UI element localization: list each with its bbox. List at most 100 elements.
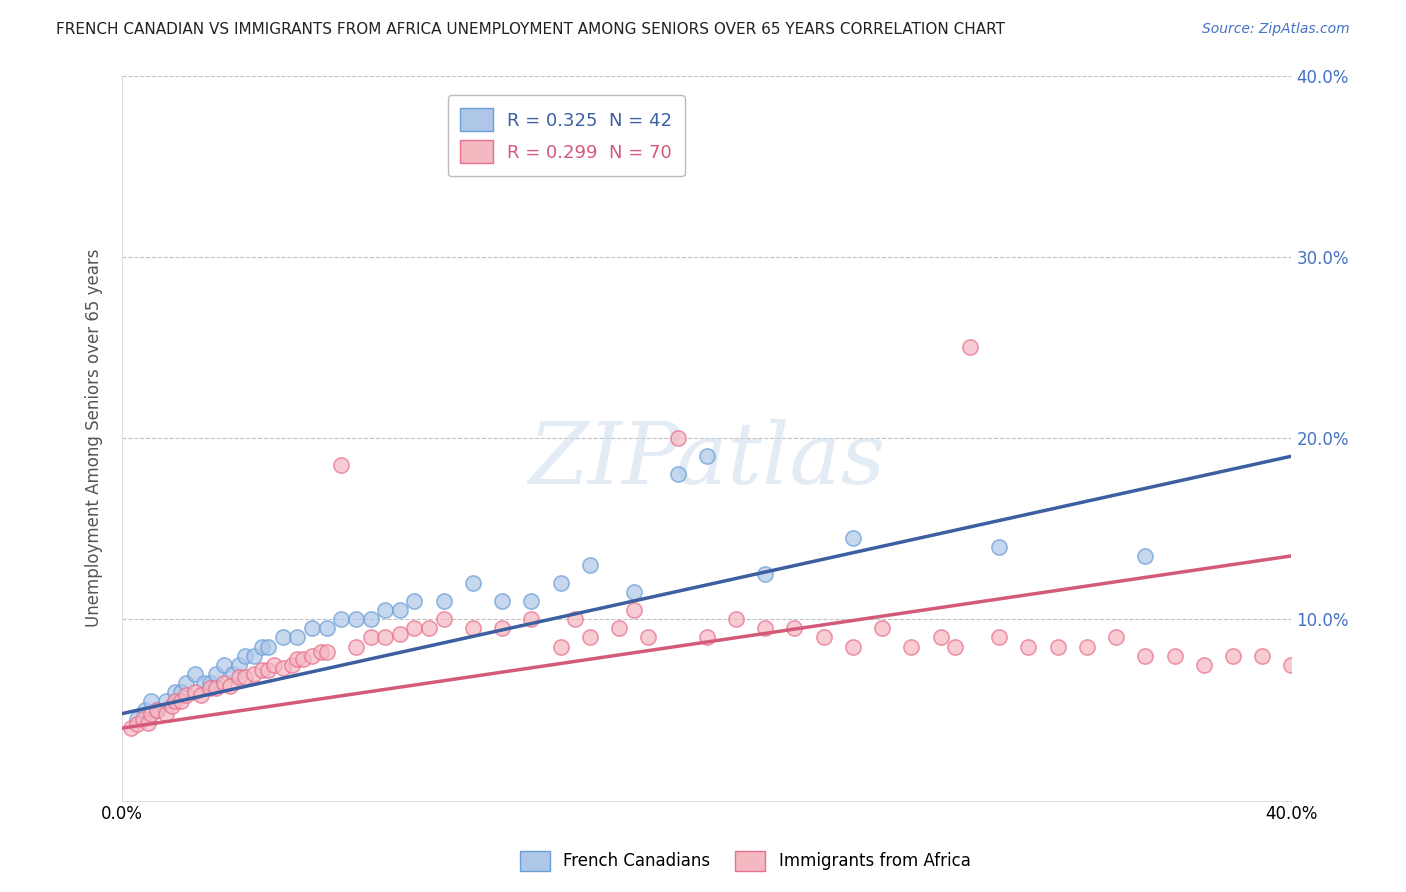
Point bbox=[754, 567, 776, 582]
Point bbox=[1251, 648, 1274, 663]
Point bbox=[374, 603, 396, 617]
Point bbox=[252, 640, 274, 654]
Point bbox=[287, 652, 309, 666]
Point bbox=[198, 681, 221, 696]
Point bbox=[271, 631, 294, 645]
Point bbox=[388, 603, 411, 617]
Point bbox=[228, 670, 250, 684]
Point bbox=[163, 685, 186, 699]
Y-axis label: Unemployment Among Seniors over 65 years: Unemployment Among Seniors over 65 years bbox=[86, 249, 103, 627]
Point bbox=[870, 621, 893, 635]
Point bbox=[404, 594, 426, 608]
Point bbox=[696, 449, 718, 463]
Point bbox=[301, 621, 323, 635]
Point bbox=[578, 631, 600, 645]
Point bbox=[418, 621, 440, 635]
Point bbox=[330, 458, 353, 473]
Point bbox=[1105, 631, 1128, 645]
Point bbox=[309, 645, 332, 659]
Point bbox=[637, 631, 659, 645]
Point bbox=[146, 703, 169, 717]
Point bbox=[360, 631, 382, 645]
Point bbox=[959, 340, 981, 354]
Point bbox=[520, 594, 543, 608]
Point bbox=[169, 685, 191, 699]
Point bbox=[988, 540, 1011, 554]
Point bbox=[433, 594, 456, 608]
Point bbox=[461, 621, 484, 635]
Point bbox=[160, 699, 183, 714]
Point bbox=[222, 666, 245, 681]
Point bbox=[433, 612, 456, 626]
Legend: R = 0.325  N = 42, R = 0.299  N = 70: R = 0.325 N = 42, R = 0.299 N = 70 bbox=[449, 95, 685, 176]
Point bbox=[623, 603, 645, 617]
Point bbox=[550, 640, 572, 654]
Point bbox=[1135, 549, 1157, 563]
Point bbox=[344, 612, 367, 626]
Point bbox=[607, 621, 630, 635]
Point bbox=[666, 431, 689, 445]
Point bbox=[842, 531, 865, 545]
Point bbox=[287, 631, 309, 645]
Point bbox=[988, 631, 1011, 645]
Point bbox=[263, 657, 285, 672]
Point bbox=[813, 631, 835, 645]
Point bbox=[315, 621, 337, 635]
Point bbox=[783, 621, 806, 635]
Point bbox=[1076, 640, 1098, 654]
Point bbox=[520, 612, 543, 626]
Point bbox=[141, 694, 163, 708]
Point bbox=[696, 631, 718, 645]
Point bbox=[271, 661, 294, 675]
Point bbox=[120, 721, 142, 735]
Point bbox=[228, 657, 250, 672]
Point bbox=[301, 648, 323, 663]
Legend: French Canadians, Immigrants from Africa: French Canadians, Immigrants from Africa bbox=[512, 842, 979, 880]
Point bbox=[141, 706, 163, 721]
Point bbox=[1192, 657, 1215, 672]
Point bbox=[374, 631, 396, 645]
Point bbox=[184, 685, 207, 699]
Point bbox=[125, 717, 148, 731]
Point bbox=[134, 703, 156, 717]
Point bbox=[491, 621, 513, 635]
Point bbox=[214, 657, 236, 672]
Point bbox=[491, 594, 513, 608]
Point bbox=[155, 706, 177, 721]
Point bbox=[169, 694, 191, 708]
Point bbox=[842, 640, 865, 654]
Point bbox=[724, 612, 747, 626]
Point bbox=[214, 675, 236, 690]
Point bbox=[233, 648, 256, 663]
Point bbox=[344, 640, 367, 654]
Point bbox=[1281, 657, 1303, 672]
Point bbox=[578, 558, 600, 572]
Point bbox=[666, 467, 689, 482]
Point bbox=[550, 576, 572, 591]
Point bbox=[315, 645, 337, 659]
Point bbox=[252, 663, 274, 677]
Point bbox=[155, 694, 177, 708]
Point bbox=[1046, 640, 1069, 654]
Point bbox=[900, 640, 922, 654]
Point bbox=[163, 694, 186, 708]
Point bbox=[204, 666, 226, 681]
Point bbox=[184, 666, 207, 681]
Point bbox=[330, 612, 353, 626]
Point bbox=[176, 675, 198, 690]
Point bbox=[388, 627, 411, 641]
Point bbox=[257, 663, 280, 677]
Point bbox=[280, 657, 302, 672]
Point bbox=[1163, 648, 1185, 663]
Point bbox=[193, 675, 215, 690]
Point bbox=[360, 612, 382, 626]
Point bbox=[257, 640, 280, 654]
Text: ZIPatlas: ZIPatlas bbox=[529, 418, 886, 501]
Point bbox=[623, 585, 645, 599]
Text: Source: ZipAtlas.com: Source: ZipAtlas.com bbox=[1202, 22, 1350, 37]
Point bbox=[1135, 648, 1157, 663]
Point bbox=[929, 631, 952, 645]
Point bbox=[138, 715, 160, 730]
Point bbox=[131, 712, 153, 726]
Point bbox=[1017, 640, 1039, 654]
